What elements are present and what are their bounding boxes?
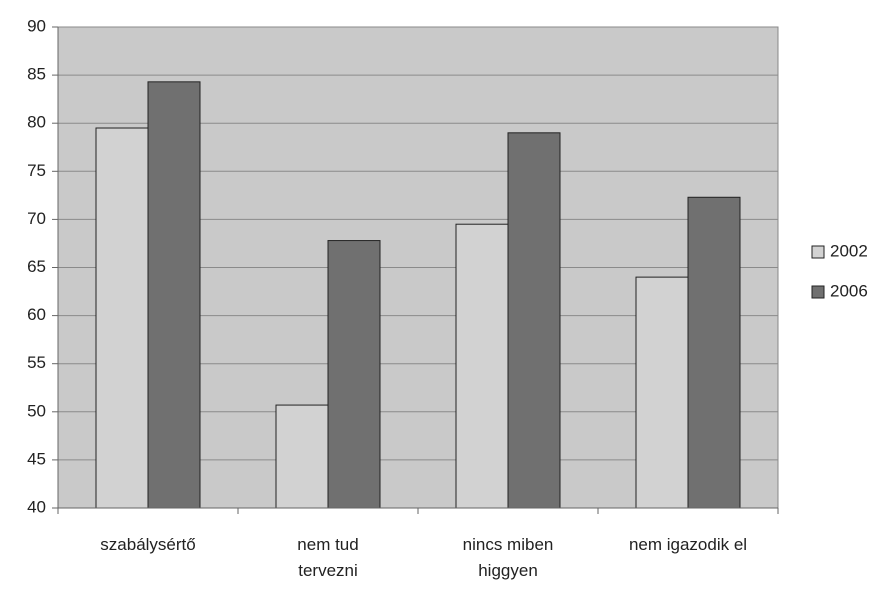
y-tick-label: 90	[27, 16, 46, 35]
x-tick-label: nincs miben higgyen	[462, 535, 554, 580]
y-tick-label: 50	[27, 401, 46, 420]
legend-swatch	[811, 245, 825, 259]
bar	[95, 127, 149, 509]
bar	[455, 223, 509, 509]
bar	[635, 276, 689, 509]
bar	[507, 132, 561, 509]
y-tick-label: 55	[27, 353, 46, 372]
legend-swatch	[811, 285, 825, 299]
bar	[275, 404, 329, 509]
y-tick-label: 70	[27, 209, 46, 228]
bar	[687, 196, 741, 509]
y-tick-label: 45	[27, 449, 46, 468]
bar	[147, 81, 201, 509]
y-tick-label: 75	[27, 161, 46, 180]
legend-label: 2002	[830, 241, 868, 260]
x-tick-label: szabálysértő	[100, 535, 196, 554]
x-tick-label: nem igazodik el	[628, 535, 748, 554]
y-tick-label: 60	[27, 305, 46, 324]
bar	[327, 240, 381, 509]
y-tick-label: 65	[27, 257, 46, 276]
y-tick-label: 80	[27, 113, 46, 132]
y-tick-label: 85	[27, 65, 46, 84]
x-tick-label: nem tud tervezni	[297, 535, 359, 580]
legend-label: 2006	[830, 281, 868, 300]
y-tick-label: 40	[27, 497, 46, 516]
